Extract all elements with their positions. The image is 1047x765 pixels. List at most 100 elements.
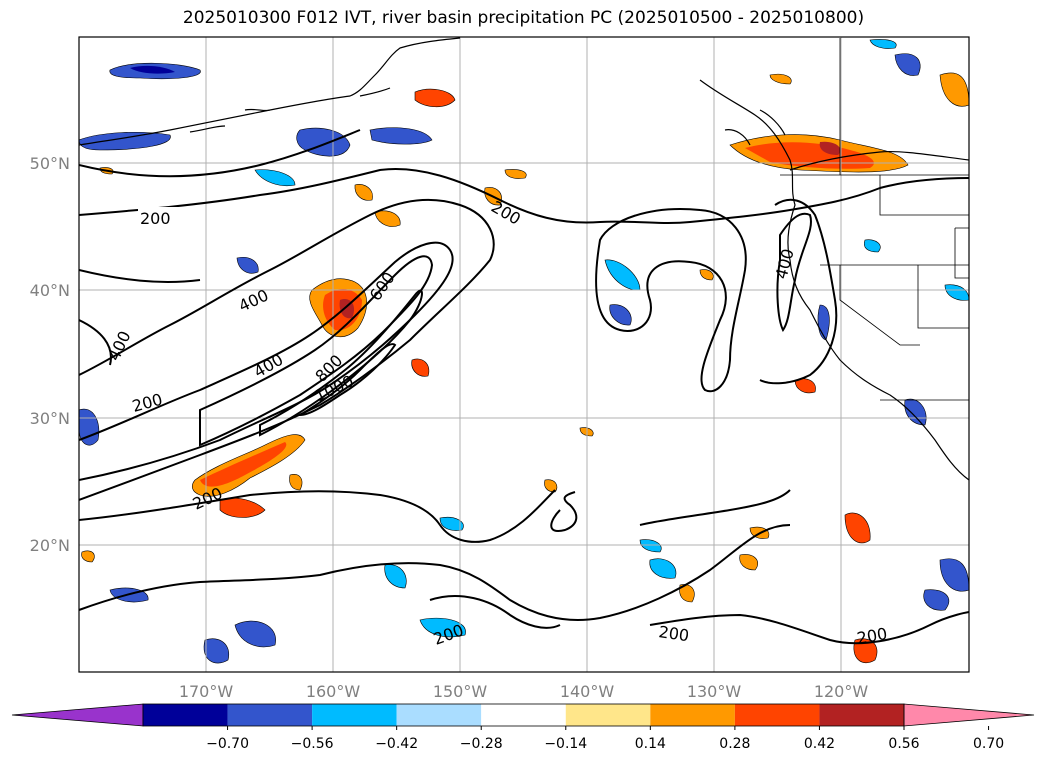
precip-blob — [649, 558, 677, 579]
colorbar-tick-label: 0.70 — [973, 736, 1004, 752]
precip-blob — [81, 550, 95, 563]
ivt-contour-200 — [79, 489, 578, 543]
precip-blob — [794, 378, 816, 394]
precip-blob — [769, 73, 792, 85]
ivt-contour-200 — [759, 198, 838, 385]
colorbar-bin — [481, 704, 566, 726]
precip-blob — [639, 539, 662, 553]
coastline — [189, 87, 391, 133]
precip-blob — [544, 479, 558, 493]
colorbar-tick-label: −0.14 — [544, 736, 587, 752]
precip-blob — [419, 617, 466, 638]
ivt-contour-200 — [595, 208, 747, 393]
border — [917, 265, 969, 329]
precip-blob — [354, 184, 373, 201]
coastline — [79, 37, 461, 146]
colorbar-bin — [143, 704, 228, 726]
precip-blob — [236, 257, 259, 274]
precip-blob — [939, 72, 969, 107]
precip-blob — [130, 65, 175, 74]
chart-title: 2025010300 F012 IVT, river basin precipi… — [182, 8, 865, 28]
precip-blob — [944, 284, 969, 301]
coastline — [724, 109, 786, 146]
lon-axis: 170°W 160°W 150°W 140°W 130°W 120°W — [179, 682, 869, 701]
precip-blob — [504, 169, 527, 179]
contour-label-bg — [138, 207, 180, 227]
ivt-contour-600 — [199, 255, 434, 447]
ivt-contour-200 — [429, 594, 969, 645]
colorbar-extend-max — [903, 703, 1035, 727]
colorbar-bin — [565, 704, 651, 726]
colorbar-tick-label: −0.56 — [291, 736, 334, 752]
precip-blob — [414, 88, 456, 108]
colorbar-tick-label: 0.28 — [719, 736, 750, 752]
ivt-contour-200 — [79, 198, 495, 501]
colorbar-bin — [227, 704, 313, 726]
colorbar-tick-label: 0.42 — [804, 736, 835, 752]
colorbar-bin — [396, 704, 482, 726]
ivt-contour-400 — [776, 212, 812, 332]
precip-blob — [411, 358, 430, 377]
colorbar: −0.70 −0.56 −0.42 −0.28 −0.14 0.14 0.28 0.42 0.5… — [11, 703, 1035, 752]
precip-blob — [869, 39, 897, 49]
coastline — [699, 79, 969, 481]
grid-lines — [79, 37, 969, 672]
colorbar-bin — [819, 704, 904, 726]
precip-blob — [679, 584, 695, 603]
ivt-contour-800 — [259, 289, 423, 437]
precip-blob — [384, 564, 407, 589]
border — [954, 227, 969, 279]
ivt-contour-200 — [79, 524, 791, 621]
borders — [780, 38, 969, 401]
precip-blob — [234, 620, 276, 648]
colorbar-tick-label: −0.42 — [375, 736, 418, 752]
ivt-contour-200 — [79, 129, 361, 178]
ivt-contour-200 — [639, 489, 791, 526]
precip-blob — [203, 638, 230, 664]
precip-blob — [439, 517, 464, 531]
contour-label: 200 — [657, 622, 690, 645]
precip-blob — [200, 442, 287, 487]
precip-blob — [374, 210, 401, 227]
precip-blob — [289, 474, 303, 491]
lon-tick-label: 140°W — [560, 682, 615, 701]
precip-blob — [254, 169, 296, 187]
colorbar-frame — [142, 703, 905, 727]
precip-blob — [853, 638, 878, 664]
colorbar-tick-label: 0.14 — [635, 736, 666, 752]
colorbar-extend-min — [11, 703, 144, 727]
colorbar-bin — [734, 704, 820, 726]
map-frame — [78, 36, 970, 673]
ivt-contour-400 — [79, 269, 201, 366]
lon-tick-label: 150°W — [433, 682, 488, 701]
precip-blob — [745, 142, 874, 169]
lat-tick-label: 20°N — [30, 536, 70, 555]
ivt-contour-400 — [79, 241, 454, 481]
precip-blob — [609, 304, 632, 326]
coastlines — [79, 37, 969, 481]
precip-blob — [819, 141, 841, 155]
colorbar-tick-label: −0.28 — [460, 736, 503, 752]
colorbar-tick-label: −0.70 — [206, 736, 249, 752]
lat-tick-label: 40°N — [30, 281, 70, 300]
precip-blob — [739, 554, 759, 571]
lat-tick-label: 50°N — [30, 154, 70, 173]
precip-blob — [699, 269, 714, 281]
lat-axis: 20°N 30°N 40°N 50°N — [30, 154, 70, 555]
coastline — [789, 150, 969, 171]
precip-blob — [894, 53, 921, 76]
precip-blob — [844, 512, 871, 544]
lat-tick-label: 30°N — [30, 409, 70, 428]
lon-tick-label: 120°W — [814, 682, 869, 701]
precip-blob — [939, 558, 969, 592]
colorbar-bin — [312, 704, 397, 726]
colorbar-bin — [650, 704, 735, 726]
ivt-contour-1000 — [296, 343, 397, 417]
precip-blob — [79, 131, 171, 151]
precip-blob — [923, 589, 950, 611]
contour-label: 200 — [140, 209, 171, 228]
lon-tick-label: 170°W — [179, 682, 234, 701]
border — [839, 265, 920, 346]
precip-blob — [369, 127, 433, 145]
